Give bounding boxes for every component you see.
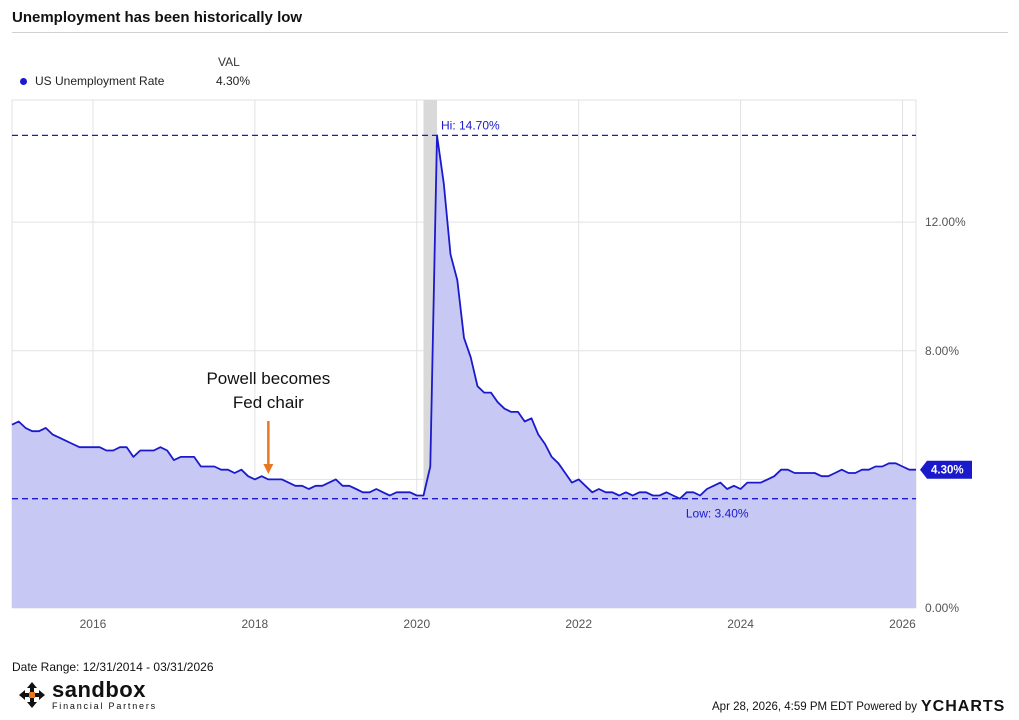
x-tick-label: 2024 (727, 617, 754, 631)
ycharts-logo[interactable]: YCHARTS (920, 698, 1006, 715)
logo-tagline: Financial Partners (52, 701, 157, 711)
series-line (11, 134, 916, 500)
legend-series-value: 4.30% (216, 74, 251, 88)
series-area (12, 135, 916, 608)
logo-name: sandbox (52, 677, 146, 702)
last-value-badge: 4.30% (920, 460, 972, 479)
legend-dot-icon (20, 77, 27, 85)
x-tick-label: 2026 (889, 617, 916, 631)
footer-timestamp: Apr 28, 2026, 4:59 PM EDT Powered by (712, 701, 917, 713)
x-axis-ticks: 2016 2018 2020 2022 2024 2026 (80, 617, 917, 631)
annotation-arrow-head (263, 464, 274, 474)
annotation-line-1: Powell becomes (206, 369, 330, 388)
powell-annotation: Powell becomes Fed chair (206, 369, 330, 474)
legend-column-header: VAL (218, 55, 240, 69)
hi-label: Hi: 14.70% (441, 118, 500, 132)
legend-series-name: US Unemployment Rate (35, 74, 165, 88)
last-value-badge-shape (920, 460, 972, 479)
x-tick-label: 2016 (80, 617, 107, 631)
sandbox-arrows-icon (19, 682, 45, 708)
y-tick-label: 8.00% (925, 344, 959, 358)
y-axis-ticks: 0.00% 8.00% 12.00% (925, 215, 966, 615)
date-range: Date Range: 12/31/2014 - 03/31/2026 (12, 660, 214, 674)
footer-credit: Apr 28, 2026, 4:59 PM EDT Powered by YCH… (712, 698, 1005, 716)
legend-row[interactable]: US Unemployment Rate 4.30% (12, 74, 250, 88)
x-tick-label: 2018 (242, 617, 269, 631)
y-tick-label: 12.00% (925, 215, 966, 229)
chart-title: Unemployment has been historically low (12, 9, 303, 26)
y-tick-label: 0.00% (925, 601, 959, 615)
low-label: Low: 3.40% (686, 507, 749, 521)
annotation-line-2: Fed chair (233, 393, 304, 412)
last-value-label: 4.30% (931, 465, 964, 477)
x-tick-label: 2022 (565, 617, 592, 631)
x-tick-label: 2020 (403, 617, 430, 631)
sandbox-logo: sandbox Financial Partners (18, 679, 157, 711)
title-divider (12, 32, 1008, 33)
